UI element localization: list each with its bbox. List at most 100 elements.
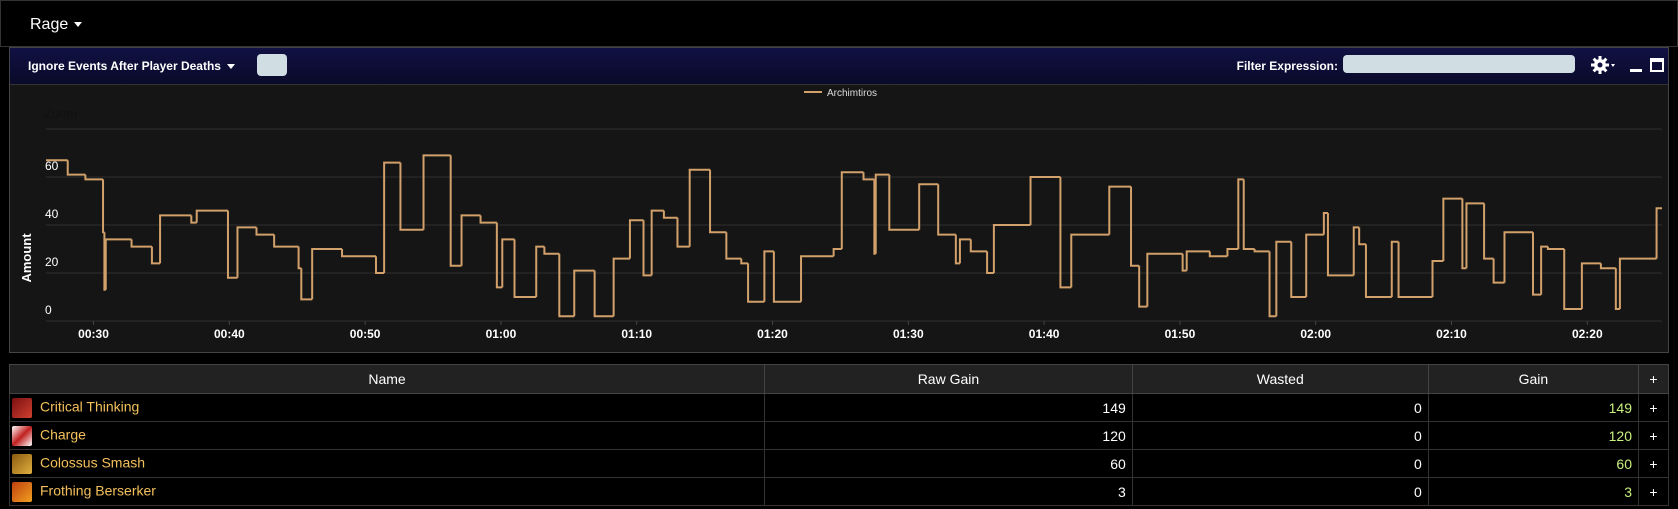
step-segment: [1226, 248, 1239, 257]
x-tick-label: 00:40: [214, 327, 245, 341]
step-segment: [1352, 226, 1360, 276]
step-segment: [1146, 252, 1183, 307]
step-segment: [422, 154, 451, 230]
caret: [74, 22, 83, 28]
ability-icon: [12, 453, 32, 474]
step-segment: [1208, 251, 1228, 258]
step-segment: [104, 238, 132, 290]
step-segment: [1275, 240, 1292, 317]
value-cell: 0: [1131, 449, 1429, 478]
ability-cell: Colossus Smash: [8, 449, 766, 478]
step-segment: [383, 161, 401, 273]
resource-label: Rage: [30, 16, 69, 33]
step-segment: [543, 246, 560, 255]
panel-controls: [1591, 56, 1664, 74]
y-axis-title: Amount: [19, 233, 34, 283]
step-segment: [862, 172, 875, 181]
step-segment: [1442, 197, 1463, 261]
step-segment: [1029, 176, 1061, 225]
step-segment: [1253, 249, 1270, 253]
step-segment: [1599, 263, 1616, 270]
step-segment: [66, 160, 86, 176]
step-segment: [1185, 250, 1210, 271]
step-segment: [273, 234, 299, 248]
step-segment: [832, 248, 842, 257]
ability-name: Critical Thinking: [40, 398, 140, 415]
value-cell: 3: [1427, 477, 1640, 506]
step-segment: [1130, 186, 1140, 267]
y-tick-label: 20: [45, 255, 59, 269]
value-cell: 3: [764, 477, 1133, 506]
step-segment: [150, 246, 161, 265]
step-segment: [495, 222, 503, 289]
step-segment: [1290, 241, 1307, 298]
step-segment: [918, 183, 939, 230]
step-segment: [593, 270, 614, 318]
value-cell: 120: [1427, 421, 1640, 450]
filter-input[interactable]: [1343, 55, 1575, 73]
ability-cell: Critical Thinking: [8, 393, 766, 422]
expand-button[interactable]: +: [1638, 421, 1669, 450]
death-option[interactable]: Ignore Events After Player Deaths: [28, 59, 235, 73]
step-segment: [800, 255, 834, 302]
step-segment: [195, 209, 228, 223]
chart: Zoom Amount 0 20 40 60 00:30 00:40 00:50 01:00 0…: [19, 88, 1662, 341]
step-segment: [612, 257, 630, 317]
step-segment: [399, 162, 424, 231]
step-segment: [479, 215, 497, 224]
step-segment: [236, 226, 257, 278]
ability-icon: [12, 397, 32, 418]
step-segment: [840, 171, 864, 249]
value-cell: 0: [1131, 393, 1429, 422]
zoom-label[interactable]: Zoom: [44, 106, 77, 121]
x-tick-label: 01:20: [757, 327, 788, 341]
expand-button[interactable]: +: [1638, 477, 1669, 506]
graph-panel: Ignore Events After Player Deaths Filter…: [9, 47, 1669, 353]
step-segment: [1390, 240, 1399, 297]
step-segment: [725, 232, 742, 260]
ability-name: Frothing Berserker: [40, 482, 156, 499]
step-segment: [1465, 202, 1485, 269]
step-segment: [1070, 233, 1110, 288]
step-segment: [374, 256, 385, 274]
x-tick-label: 00:30: [78, 327, 109, 341]
step-segment: [1108, 185, 1132, 235]
column-header: Name: [8, 364, 766, 394]
ability-name: Charge: [40, 426, 86, 443]
expand-button[interactable]: +: [1638, 449, 1669, 478]
filter-label: Filter Expression:: [1236, 59, 1338, 73]
step-segment: [1614, 268, 1620, 310]
step-segment: [501, 238, 515, 288]
step-segment: [1358, 227, 1366, 246]
expand-button[interactable]: +: [1638, 393, 1669, 422]
x-tick-label: 02:20: [1572, 327, 1603, 341]
step-segment: [513, 239, 537, 298]
step-segment: [1242, 179, 1255, 250]
step-segment: [1531, 232, 1542, 296]
step-segment: [1059, 177, 1072, 289]
value-cell: 120: [764, 421, 1133, 450]
step-segment: [1326, 213, 1354, 277]
step-segment: [740, 258, 749, 265]
x-tick-label: 01:10: [621, 327, 652, 341]
minimize-button[interactable]: [1630, 69, 1642, 72]
step-segment: [297, 246, 302, 270]
x-tick-label: 02:10: [1436, 327, 1467, 341]
ability-icon: [12, 481, 32, 502]
maximize-bar: [1651, 59, 1663, 62]
settings-gear[interactable]: [1591, 56, 1615, 74]
step-segment: [986, 251, 994, 274]
toggle-button[interactable]: [257, 54, 287, 76]
x-tick-label: 01:50: [1165, 327, 1196, 341]
step-segment: [628, 219, 644, 259]
y-tick-label: 40: [45, 207, 59, 221]
step-segment: [747, 263, 765, 303]
resource-dropdown[interactable]: Rage: [30, 16, 83, 34]
step-segment: [1492, 258, 1505, 284]
ability-name: Colossus Smash: [40, 454, 146, 471]
option-label: Ignore Events After Player Deaths: [28, 59, 221, 73]
step-segment: [937, 184, 956, 236]
series-line: [46, 154, 1662, 318]
step-segment: [763, 250, 774, 302]
